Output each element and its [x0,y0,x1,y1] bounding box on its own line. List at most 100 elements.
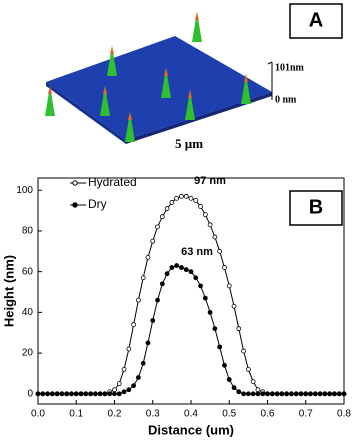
data-point [265,391,270,397]
data-point [164,206,170,211]
data-point [332,391,337,397]
data-point [188,269,194,275]
data-point [102,391,108,397]
data-point [45,391,50,397]
series-line [38,195,344,395]
data-point [88,391,93,397]
panel-box [289,190,343,226]
data-point [116,381,122,387]
data-point [207,309,213,315]
data-point [241,348,246,354]
y-axis-label: Height (nm) [1,255,16,327]
surface-edge [126,92,272,144]
data-point [159,214,165,220]
data-point [174,263,180,268]
spike [100,86,110,116]
x-tick-label: 0.2 [108,409,122,420]
spike-tip [103,86,107,94]
panel-label: A [309,9,323,31]
data-point [255,391,261,397]
data-point [78,391,84,397]
y-tick-label: 80 [22,226,34,237]
data-point [150,318,156,323]
data-point [116,391,122,397]
data-point [222,362,227,368]
data-point [159,281,165,287]
z-scale: 101nm 0 nm [267,61,305,105]
annotation: 63 nm [181,246,213,258]
spikes [45,12,251,142]
panel-label: B [309,196,323,218]
spike-tip [244,74,248,82]
z-top-label: 101nm [275,62,305,73]
data-point [250,391,256,397]
data-point [169,200,175,205]
afm-surface [46,36,272,144]
data-point [131,383,137,389]
data-point [140,275,146,281]
data-point [35,391,41,397]
data-point [226,283,232,289]
data-point [250,379,256,385]
z-tick [267,61,273,65]
data-point [136,375,141,380]
data-point [207,222,213,228]
data-point [226,377,232,382]
spike-tip [164,68,168,76]
data-point [112,391,117,397]
data-point [308,391,313,397]
data-point [145,255,151,260]
data-point [193,197,199,203]
data-point [49,391,55,397]
y-tick-label: 40 [22,307,34,318]
x-tick-label: 0.8 [337,409,351,420]
spike [192,12,202,42]
data-point [169,265,175,270]
data-point [59,391,65,397]
spike-tip [195,12,199,20]
data-point [140,360,146,366]
y-tick-label: 20 [22,348,34,359]
data-point [202,212,208,218]
data-point [174,195,180,201]
data-point [236,389,242,395]
x-axis-label: Distance (um) [148,422,234,437]
data-point [255,387,261,393]
data-point [73,391,79,397]
data-point [121,366,127,372]
data-point [341,391,347,397]
x-tick-label: 0.6 [261,409,275,420]
data-point [293,391,299,397]
data-point [121,389,127,395]
data-point [289,391,294,397]
spike [161,68,171,98]
data-point [231,303,237,309]
y-tick-label: 100 [16,185,33,196]
data-point [107,391,113,397]
data-point [155,224,160,230]
data-point [236,326,242,332]
data-point [126,387,132,393]
legend-label: Hydrated [88,175,137,189]
surface [46,36,272,140]
data-point [298,391,304,397]
data-point [317,391,323,397]
x-tick-label: 0.0 [31,409,45,420]
spike [241,74,251,104]
legend-label: Dry [88,197,107,211]
data-point [193,275,199,281]
spike [107,46,117,76]
data-point [274,391,280,397]
data-point [279,391,285,397]
data-point [336,391,342,397]
spike-tip [128,112,132,120]
x-tick-label: 0.3 [146,409,160,420]
data-point [183,267,189,273]
data-point [179,265,184,270]
data-point [54,391,60,397]
data-point [179,193,184,199]
spike [185,90,195,120]
data-point [231,385,237,391]
data-point [269,391,275,397]
